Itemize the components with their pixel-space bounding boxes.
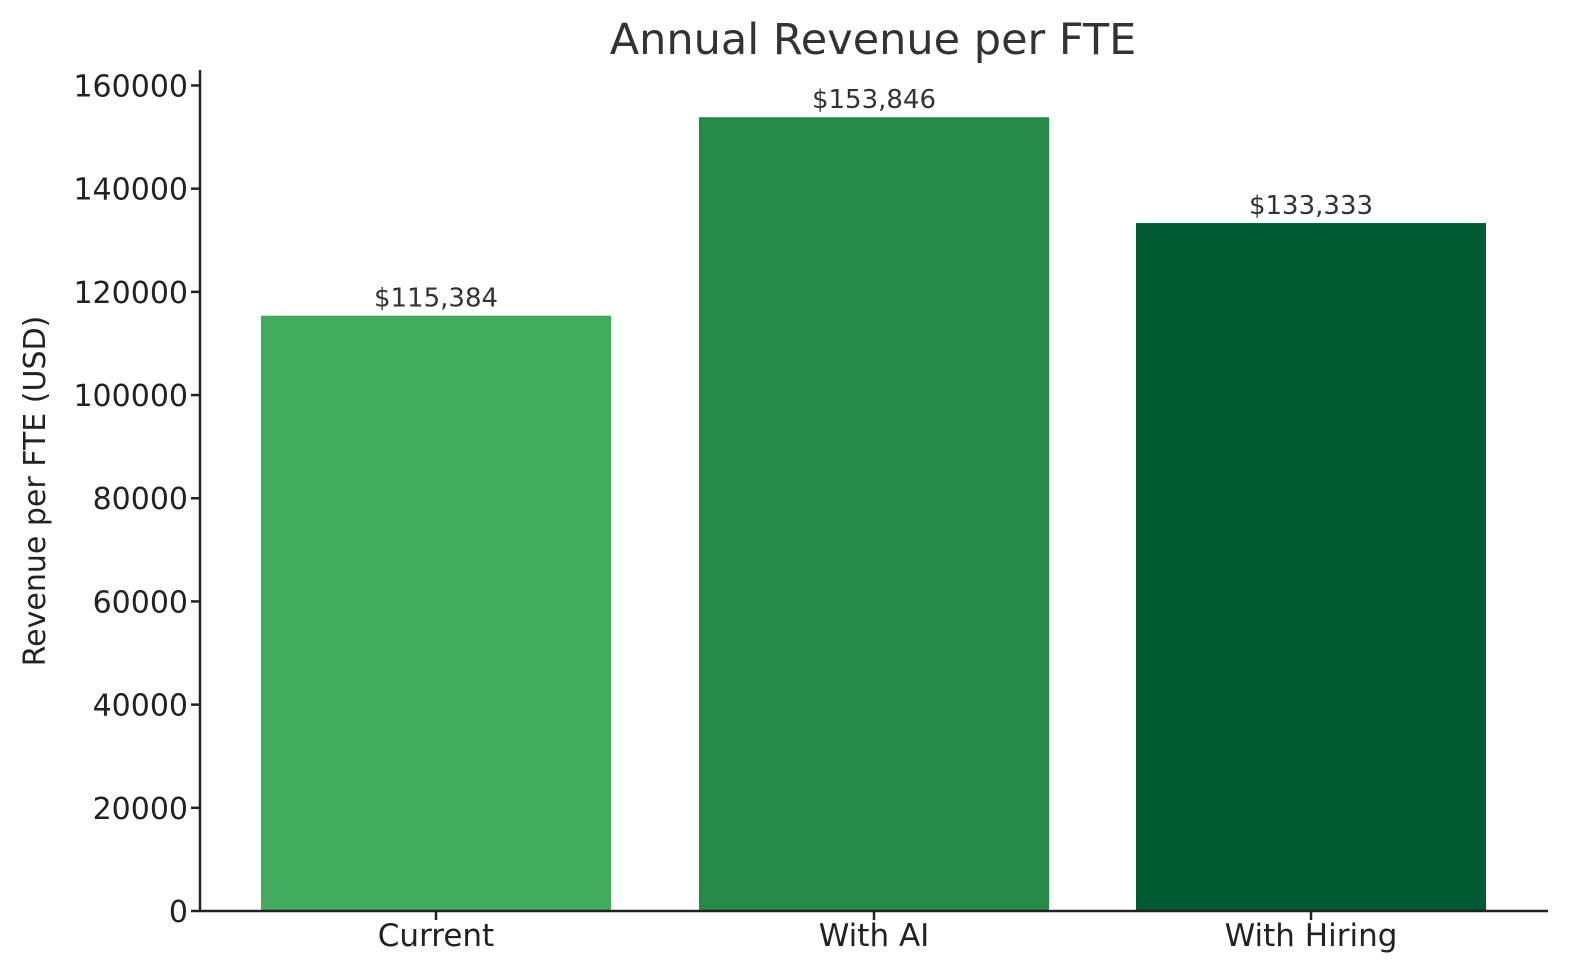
x-tick-label: With AI xyxy=(819,918,930,954)
y-tick-label: 140000 xyxy=(73,173,188,208)
bars-group: $115,384 $153,846 $133,333 xyxy=(261,85,1486,912)
y-ticks-group: 0 20000 40000 60000 80000 100000 120000 140000 1… xyxy=(73,69,200,930)
x-ticks-group: Current With AI With Hiring xyxy=(378,911,1398,954)
y-tick-label: 20000 xyxy=(93,792,188,827)
data-label: $153,846 xyxy=(812,85,936,115)
bar xyxy=(261,315,611,912)
bar xyxy=(699,117,1049,911)
y-axis-label: Revenue per FTE (USD) xyxy=(18,316,53,667)
y-tick-label: 120000 xyxy=(73,276,188,311)
data-label: $133,333 xyxy=(1249,191,1373,221)
data-label: $115,384 xyxy=(374,284,498,314)
bar xyxy=(1136,223,1486,912)
y-tick-label: 0 xyxy=(169,895,188,930)
y-tick-label: 100000 xyxy=(73,379,188,414)
y-tick-label: 160000 xyxy=(73,69,188,104)
x-tick-label: Current xyxy=(378,918,494,954)
y-tick-label: 80000 xyxy=(93,482,188,517)
y-tick-label: 60000 xyxy=(93,585,188,620)
y-tick-label: 40000 xyxy=(93,689,188,724)
chart-title: Annual Revenue per FTE xyxy=(610,15,1137,65)
x-tick-label: With Hiring xyxy=(1225,918,1398,954)
